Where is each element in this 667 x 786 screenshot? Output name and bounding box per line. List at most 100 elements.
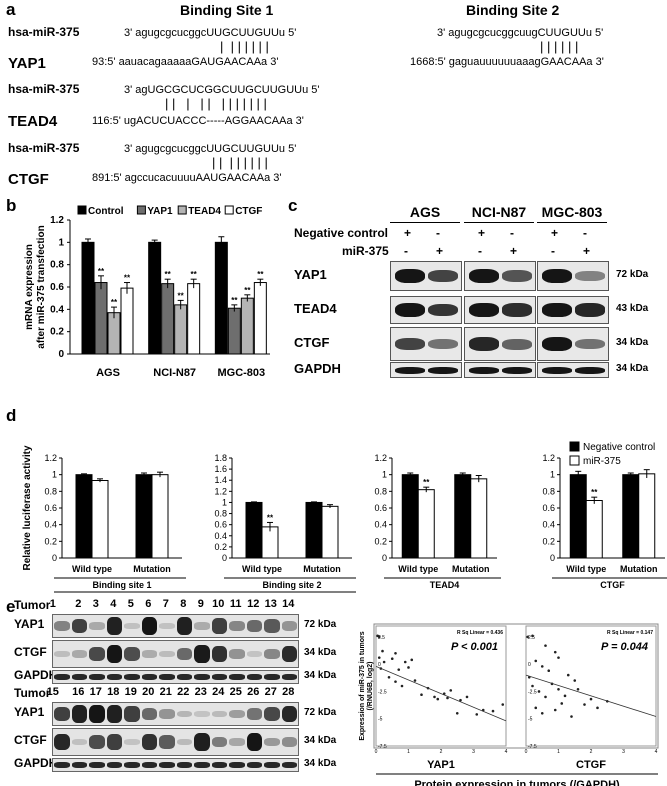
scatter-point (491, 709, 495, 713)
seq-pair-lines-1: | | | | | | | (220, 39, 269, 54)
tumor-blot-band (194, 645, 210, 663)
scatter-point (570, 715, 573, 718)
tumor-number: 28 (282, 686, 295, 698)
chart-b-ylabel: mRNA expressionafter miR-375 transfectio… (24, 225, 47, 348)
tumor-blot-band (194, 710, 210, 717)
tumor-blot-band (264, 706, 280, 722)
tumor-blot-band (141, 733, 157, 750)
tumor-blot-band (281, 705, 297, 723)
chart-d-ytick-label: 0.6 (44, 503, 57, 513)
chart-d-ytick-label: 0.6 (374, 503, 387, 513)
chart-b-legend-swatch (224, 205, 234, 215)
chart-d-ytick-label: 1 (222, 497, 227, 507)
tumor-blot-band (159, 650, 175, 658)
chart-d-bar (470, 478, 488, 559)
tumor-blot-band (246, 650, 262, 657)
chart-d-category-label: Wild type (72, 564, 112, 574)
chart-d-yap1-label: YAP1 (192, 594, 218, 595)
chart-d-xlabel: CTGF (600, 580, 625, 590)
kda-label: 34 kDa (616, 337, 649, 348)
blot-band (502, 338, 532, 350)
chart-d-ytick-label: 0.8 (542, 486, 555, 496)
scatter-point (459, 698, 462, 702)
tumor-blot-band (124, 762, 140, 768)
tumor-number: 25 (229, 686, 242, 698)
chart-d-bar (454, 474, 472, 559)
scatter-point (553, 650, 557, 654)
blot-protein-label: TEAD4 (294, 301, 337, 316)
panel-e-letter: e (6, 597, 16, 616)
kda-label: 43 kDa (616, 303, 649, 314)
tumor-kda-label: 34 kDa (304, 758, 337, 769)
tumor-number: 3 (92, 598, 99, 610)
tumor-blot-band (124, 706, 140, 722)
tumor-blot-band (106, 734, 122, 750)
tumor-blot-band (229, 762, 245, 768)
blot-band (395, 303, 425, 317)
blot-band (428, 303, 458, 317)
chart-d-ytick-label: 1.8 (214, 453, 227, 463)
blot-band (502, 270, 532, 282)
scatter-point (540, 665, 544, 668)
chart-d-sig: ** (591, 488, 598, 497)
chart-d-ytick-label: 1 (382, 470, 387, 480)
cell-line-label: NCI-N87 (471, 204, 527, 220)
tumor-blot-band (176, 674, 192, 680)
tumor-blot-band (54, 706, 70, 722)
tumor-blot-band (141, 650, 157, 658)
scatter-point (589, 697, 593, 701)
scatter-point (394, 651, 397, 655)
tumor-blot-band (71, 762, 87, 768)
tumor-blot-band (281, 621, 297, 631)
scatter-rsq-label: R Sq Linear = 0.436 (457, 630, 503, 636)
mir-sign: - (551, 244, 555, 258)
row-label-yap1: YAP1 (8, 55, 46, 72)
tumor-number: 23 (194, 686, 207, 698)
mir375-label: miR-375 (342, 244, 389, 258)
tumor-kda-label: 34 kDa (304, 670, 337, 681)
binding-site-1-title: Binding Site 1 (180, 2, 274, 18)
scatter-point (557, 656, 560, 659)
chart-d-ytick-label: 0.6 (214, 520, 227, 530)
scatter-point (413, 679, 417, 682)
tumor-blot-band (229, 649, 245, 659)
mir-sign: - (404, 244, 408, 258)
tumor-blot-band (159, 709, 175, 719)
blot-protein-label: CTGF (294, 335, 330, 350)
scatter-point (387, 675, 391, 679)
chart-d-bar (401, 474, 419, 559)
scatter-point (433, 695, 436, 699)
neg-sign: - (583, 226, 587, 240)
chart-d-ytick-label: 0 (382, 553, 387, 563)
chart-d-ytick-label: 1 (550, 470, 555, 480)
blot-box (390, 362, 462, 378)
seq-pair-lines-3: | | | | | | | | (212, 155, 268, 170)
scatter-ytick-label: 0 (378, 662, 381, 668)
seq-tead4-site1: 116:5' ugACUCUACCC-----AGGAACAAa 3' (92, 115, 304, 127)
scatter-point (377, 656, 381, 659)
tumor-blot-band (211, 762, 227, 768)
chart-d-bar (638, 473, 656, 559)
kda-label: 72 kDa (616, 269, 649, 280)
scatter-point (531, 634, 534, 638)
chart-b-sig: ** (124, 274, 131, 283)
scatter-point (377, 635, 381, 639)
panel-a-letter: a (6, 0, 16, 19)
scatter-point (501, 703, 505, 706)
tumor-blot-band (141, 674, 157, 680)
blot-protein-label: GAPDH (294, 361, 341, 376)
tumor-blot-band (176, 762, 192, 768)
chart-d-ytick-label: 1.2 (44, 453, 57, 463)
tumor-number: 14 (282, 598, 295, 610)
blot-band (575, 338, 605, 350)
blot-band (575, 271, 605, 281)
chart-b-ytick-label: 1 (58, 237, 64, 248)
tumor-blot-band (54, 733, 70, 751)
tumor-blot-band (106, 705, 122, 723)
mir-sign: + (510, 244, 518, 258)
scatter-ytick-label: -7.5 (528, 744, 537, 750)
tumor-number: 4 (110, 598, 117, 610)
scatter-point (544, 644, 547, 647)
chart-b-bar (187, 283, 201, 355)
blot-band (469, 337, 499, 351)
